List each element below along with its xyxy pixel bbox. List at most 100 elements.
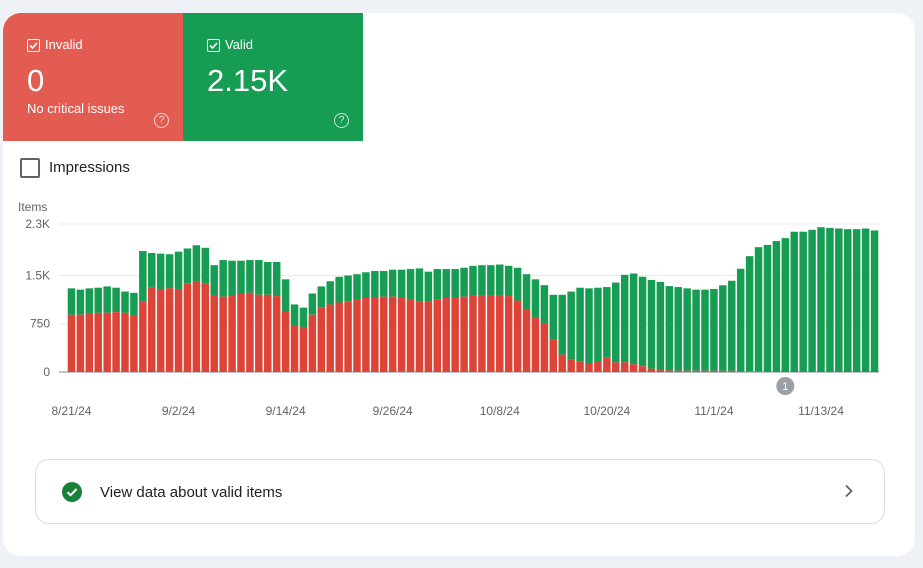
bar-invalid[interactable] bbox=[469, 295, 477, 372]
bar-invalid[interactable] bbox=[665, 370, 674, 372]
bar-invalid[interactable] bbox=[504, 296, 513, 372]
valid-checkbox-icon[interactable] bbox=[207, 39, 220, 52]
bar-invalid[interactable] bbox=[299, 326, 308, 372]
bar-invalid[interactable] bbox=[460, 296, 468, 372]
bar-valid[interactable] bbox=[772, 241, 781, 372]
bar-valid[interactable] bbox=[844, 229, 852, 372]
bar-invalid[interactable] bbox=[451, 298, 459, 372]
bar-invalid[interactable] bbox=[531, 317, 540, 372]
bar-valid[interactable] bbox=[433, 269, 442, 300]
bar-valid[interactable] bbox=[603, 287, 611, 358]
bar-valid[interactable] bbox=[165, 254, 174, 289]
bar-valid[interactable] bbox=[326, 281, 334, 305]
bar-invalid[interactable] bbox=[103, 312, 111, 372]
bar-invalid[interactable] bbox=[728, 370, 736, 372]
bar-valid[interactable] bbox=[94, 287, 102, 313]
bar-valid[interactable] bbox=[308, 293, 317, 315]
bar-valid[interactable] bbox=[406, 269, 415, 300]
help-icon[interactable]: ? bbox=[154, 113, 169, 128]
bar-invalid[interactable] bbox=[736, 371, 745, 372]
bar-valid[interactable] bbox=[460, 267, 468, 297]
bar-invalid[interactable] bbox=[754, 371, 763, 372]
bar-invalid[interactable] bbox=[210, 295, 218, 372]
bar-invalid[interactable] bbox=[67, 314, 76, 372]
bar-valid[interactable] bbox=[790, 231, 798, 372]
bar-valid[interactable] bbox=[496, 264, 504, 296]
bar-invalid[interactable] bbox=[139, 301, 147, 372]
bar-invalid[interactable] bbox=[148, 287, 156, 372]
bar-valid[interactable] bbox=[281, 279, 290, 312]
bar-invalid[interactable] bbox=[272, 296, 281, 372]
bar-valid[interactable] bbox=[201, 247, 210, 284]
bar-valid[interactable] bbox=[335, 276, 343, 303]
bar-invalid[interactable] bbox=[228, 296, 236, 372]
bar-valid[interactable] bbox=[710, 288, 718, 371]
bar-valid[interactable] bbox=[317, 286, 326, 308]
bar-invalid[interactable] bbox=[487, 295, 495, 372]
bar-valid[interactable] bbox=[469, 265, 477, 296]
bar-invalid[interactable] bbox=[317, 307, 326, 372]
bar-valid[interactable] bbox=[76, 289, 85, 315]
bar-invalid[interactable] bbox=[201, 283, 210, 372]
bar-valid[interactable] bbox=[397, 269, 406, 298]
bar-valid[interactable] bbox=[478, 265, 486, 296]
bar-invalid[interactable] bbox=[255, 294, 263, 372]
bar-invalid[interactable] bbox=[246, 292, 254, 372]
bar-invalid[interactable] bbox=[94, 312, 102, 372]
bar-valid[interactable] bbox=[531, 279, 540, 318]
bar-invalid[interactable] bbox=[612, 362, 620, 372]
bar-invalid[interactable] bbox=[85, 313, 94, 372]
bar-valid[interactable] bbox=[826, 227, 834, 372]
bar-valid[interactable] bbox=[674, 287, 682, 371]
bar-valid[interactable] bbox=[629, 273, 638, 365]
bar-invalid[interactable] bbox=[478, 295, 486, 372]
bar-valid[interactable] bbox=[148, 252, 156, 288]
bar-invalid[interactable] bbox=[745, 371, 754, 372]
bar-valid[interactable] bbox=[513, 267, 522, 301]
bar-invalid[interactable] bbox=[692, 370, 700, 372]
bar-invalid[interactable] bbox=[567, 359, 575, 372]
bar-invalid[interactable] bbox=[237, 293, 245, 372]
bar-invalid[interactable] bbox=[130, 315, 138, 372]
bar-invalid[interactable] bbox=[353, 299, 361, 372]
impressions-checkbox[interactable] bbox=[20, 158, 40, 178]
bar-valid[interactable] bbox=[174, 251, 183, 289]
bar-invalid[interactable] bbox=[576, 361, 584, 372]
bar-valid[interactable] bbox=[736, 268, 745, 372]
bar-invalid[interactable] bbox=[638, 366, 647, 372]
bar-invalid[interactable] bbox=[719, 370, 727, 372]
bar-invalid[interactable] bbox=[656, 370, 665, 372]
bar-invalid[interactable] bbox=[362, 298, 370, 372]
bar-invalid[interactable] bbox=[121, 312, 129, 372]
bar-valid[interactable] bbox=[585, 288, 593, 363]
bar-valid[interactable] bbox=[246, 260, 254, 293]
bar-valid[interactable] bbox=[861, 228, 870, 372]
bar-valid[interactable] bbox=[299, 307, 308, 327]
bar-invalid[interactable] bbox=[558, 354, 566, 372]
bar-invalid[interactable] bbox=[620, 362, 629, 372]
bar-valid[interactable] bbox=[112, 287, 120, 313]
bar-valid[interactable] bbox=[362, 272, 370, 298]
bar-valid[interactable] bbox=[754, 247, 763, 372]
bar-valid[interactable] bbox=[424, 271, 433, 302]
bar-invalid[interactable] bbox=[380, 296, 388, 372]
bar-invalid[interactable] bbox=[397, 298, 406, 372]
bar-invalid[interactable] bbox=[335, 302, 343, 372]
bar-valid[interactable] bbox=[558, 294, 566, 355]
help-icon[interactable]: ? bbox=[334, 113, 349, 128]
bar-valid[interactable] bbox=[692, 289, 700, 371]
bar-invalid[interactable] bbox=[192, 281, 201, 372]
bar-valid[interactable] bbox=[121, 291, 129, 313]
bar-valid[interactable] bbox=[371, 270, 379, 298]
bar-invalid[interactable] bbox=[710, 370, 718, 372]
bar-valid[interactable] bbox=[228, 260, 236, 297]
bar-invalid[interactable] bbox=[406, 299, 415, 372]
bar-valid[interactable] bbox=[808, 229, 816, 372]
bar-valid[interactable] bbox=[67, 288, 76, 315]
bar-valid[interactable] bbox=[353, 274, 361, 300]
bar-valid[interactable] bbox=[487, 265, 495, 296]
bar-valid[interactable] bbox=[380, 270, 388, 297]
bar-valid[interactable] bbox=[817, 227, 825, 372]
bar-valid[interactable] bbox=[504, 265, 513, 297]
bar-invalid[interactable] bbox=[156, 288, 165, 372]
